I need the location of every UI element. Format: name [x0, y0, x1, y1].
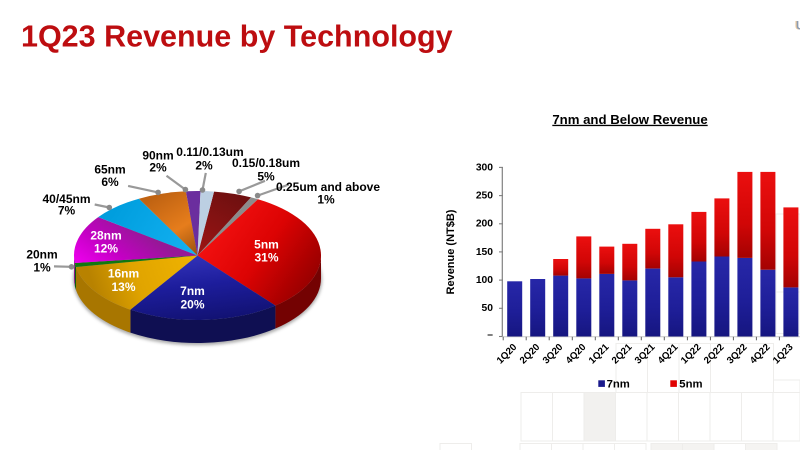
- svg-text:0.25um and above: 0.25um and above: [276, 180, 380, 194]
- svg-text:31%: 31%: [254, 250, 278, 264]
- svg-text:1Q22: 1Q22: [679, 342, 704, 367]
- svg-text:20%: 20%: [180, 298, 204, 312]
- svg-text:2Q21: 2Q21: [610, 341, 635, 366]
- svg-text:20nm: 20nm: [26, 248, 57, 262]
- svg-text:3Q20: 3Q20: [541, 342, 566, 367]
- svg-text:5%: 5%: [257, 170, 275, 184]
- svg-text:6%: 6%: [101, 175, 119, 189]
- svg-text:250: 250: [476, 191, 493, 202]
- svg-text:–: –: [487, 329, 493, 340]
- svg-text:2Q20: 2Q20: [518, 342, 543, 367]
- svg-text:Revenue (NT$B): Revenue (NT$B): [445, 209, 457, 294]
- svg-text:1Q23: 1Q23: [771, 341, 796, 366]
- svg-text:5nm: 5nm: [679, 378, 702, 390]
- svg-text:1Q20: 1Q20: [495, 342, 520, 367]
- svg-text:1Q21: 1Q21: [587, 341, 612, 366]
- svg-text:1%: 1%: [317, 193, 335, 207]
- svg-text:4Q21: 4Q21: [656, 341, 681, 366]
- svg-text:0.11/0.13um: 0.11/0.13um: [176, 145, 243, 159]
- svg-text:0.15/0.18um: 0.15/0.18um: [232, 156, 300, 170]
- svg-text:7%: 7%: [58, 204, 76, 218]
- svg-text:5nm: 5nm: [254, 238, 279, 252]
- svg-text:12%: 12%: [94, 242, 118, 256]
- svg-text:13%: 13%: [111, 280, 135, 294]
- svg-text:3Q21: 3Q21: [633, 341, 658, 366]
- svg-text:50: 50: [482, 303, 494, 314]
- svg-text:150: 150: [476, 247, 493, 258]
- svg-text:200: 200: [476, 219, 493, 230]
- svg-text:4Q20: 4Q20: [564, 342, 589, 367]
- svg-text:2%: 2%: [195, 159, 213, 173]
- svg-text:16nm: 16nm: [108, 267, 139, 281]
- svg-text:65nm: 65nm: [94, 163, 125, 177]
- svg-text:1%: 1%: [33, 261, 51, 275]
- svg-text:40/45nm: 40/45nm: [42, 192, 90, 206]
- svg-text:2%: 2%: [149, 161, 167, 175]
- svg-text:7nm: 7nm: [180, 284, 205, 298]
- svg-text:U: U: [795, 21, 800, 33]
- svg-text:4Q22: 4Q22: [748, 342, 773, 367]
- svg-text:100: 100: [476, 275, 493, 286]
- svg-text:3Q22: 3Q22: [725, 342, 750, 367]
- svg-text:300: 300: [476, 162, 493, 173]
- svg-text:7nm: 7nm: [607, 378, 630, 390]
- svg-text:1Q23 Revenue by Technology: 1Q23 Revenue by Technology: [21, 20, 453, 54]
- svg-text:7nm and Below Revenue: 7nm and Below Revenue: [552, 112, 707, 127]
- svg-text:28nm: 28nm: [90, 229, 121, 243]
- svg-text:U: U: [796, 21, 800, 33]
- svg-text:90nm: 90nm: [142, 149, 173, 163]
- svg-text:2Q22: 2Q22: [702, 342, 727, 367]
